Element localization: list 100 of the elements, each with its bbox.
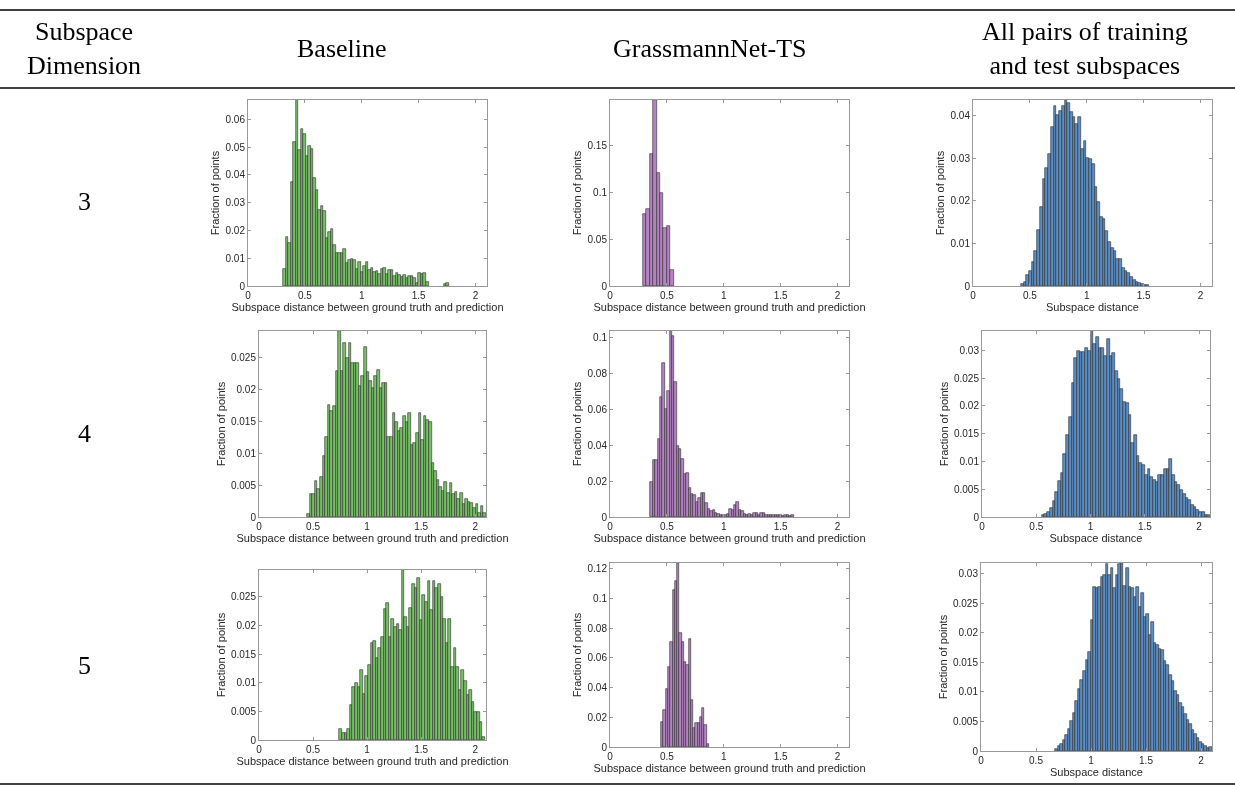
- y-tick-label: 0.025: [230, 352, 257, 364]
- y-tick-label: 0.1: [593, 187, 608, 199]
- y-tick-label: 0.01: [236, 447, 257, 459]
- x-tick-label: 1: [1084, 290, 1091, 301]
- x-tick-label: 2: [834, 751, 841, 762]
- x-axis-title: Subspace distance between ground truth and prediction: [593, 301, 866, 313]
- y-tick-label: 0: [964, 280, 971, 292]
- y-tick-label: 0.03: [225, 197, 246, 209]
- x-axis-title: Subspace distance between ground truth and prediction: [236, 532, 509, 544]
- x-tick-label: 1.5: [414, 744, 429, 755]
- x-tick-label: 1: [359, 290, 366, 301]
- y-tick-label: 0.01: [959, 455, 980, 467]
- y-tick-label: 0.01: [950, 237, 971, 249]
- y-tick-label: 0.03: [950, 152, 971, 164]
- y-tick-label: 0.02: [587, 711, 608, 723]
- y-tick-label: 0.005: [230, 479, 257, 491]
- x-axis-title: Subspace distance between ground truth and prediction: [593, 532, 866, 544]
- y-axis-title: Fraction of points: [214, 381, 227, 467]
- text: 5: [78, 651, 91, 680]
- y-tick-label: 0.02: [225, 224, 246, 236]
- x-axis-title: Subspace distance between ground truth and prediction: [593, 762, 866, 774]
- x-tick-label: 1: [1088, 755, 1095, 766]
- x-tick-label: 1.5: [1136, 290, 1152, 301]
- x-axis-title: Subspace distance: [1049, 532, 1143, 544]
- y-tick-label: 0.015: [230, 648, 257, 660]
- y-tick-label: 0.01: [958, 686, 979, 698]
- text: All pairs of training and test subspaces: [982, 17, 1188, 80]
- y-tick-label: 0.03: [959, 344, 980, 356]
- y-tick-label: 0.025: [952, 597, 979, 609]
- y-axis-title: Fraction of points: [214, 612, 227, 698]
- text: GrassmannNet-TS: [613, 34, 807, 63]
- x-tick-label: 1.5: [414, 521, 429, 532]
- x-tick-label: 2: [1197, 290, 1204, 301]
- y-tick-label: 0.04: [950, 109, 971, 121]
- y-axis-title: Fraction of points: [937, 381, 950, 467]
- y-tick-label: 0: [601, 280, 608, 292]
- y-tick-label: 0.01: [236, 677, 257, 689]
- x-tick-label: 2: [472, 521, 479, 532]
- x-tick-label: 1.5: [773, 290, 789, 301]
- y-axis-title: Fraction of points: [571, 612, 584, 698]
- y-tick-label: 0.02: [236, 384, 257, 396]
- y-tick-label: 0.08: [587, 622, 608, 634]
- y-tick-label: 0: [601, 511, 608, 523]
- y-tick-label: 0.02: [958, 627, 979, 639]
- y-tick-label: 0.005: [230, 705, 257, 717]
- y-tick-label: 0: [973, 511, 980, 523]
- x-tick-label: 1.5: [773, 751, 789, 762]
- y-tick-label: 0.02: [950, 195, 971, 207]
- x-tick-label: 1.5: [1137, 521, 1153, 532]
- x-tick-label: 2: [834, 290, 841, 301]
- y-tick-label: 0.005: [952, 715, 979, 727]
- x-tick-label: 2: [834, 521, 841, 532]
- y-tick-label: 0: [250, 511, 257, 523]
- y-tick-label: 0.015: [953, 428, 980, 440]
- x-tick-label: 0.5: [659, 521, 675, 532]
- text: 4: [78, 419, 91, 448]
- x-axis-title: Subspace distance between ground truth and prediction: [231, 301, 504, 313]
- y-tick-label: 0.1: [593, 593, 608, 605]
- y-tick-label: 0.02: [587, 475, 608, 487]
- y-tick-label: 0: [239, 280, 246, 292]
- y-tick-label: 0.06: [587, 403, 608, 415]
- x-tick-label: 1.5: [1139, 755, 1154, 766]
- y-axis-title: Fraction of points: [209, 150, 222, 236]
- x-tick-label: 1: [721, 290, 728, 301]
- y-tick-label: 0.02: [236, 620, 257, 632]
- x-axis-title: Subspace distance between ground truth and prediction: [236, 755, 509, 767]
- y-tick-label: 0.15: [587, 140, 608, 152]
- x-tick-label: 1: [364, 744, 371, 755]
- y-axis-title: Fraction of points: [571, 381, 584, 467]
- y-tick-label: 0.05: [225, 141, 246, 153]
- x-tick-label: 1.5: [411, 290, 427, 301]
- y-tick-label: 0.06: [587, 652, 608, 664]
- x-tick-label: 0.5: [659, 751, 675, 762]
- x-tick-label: 2: [1198, 755, 1205, 766]
- y-tick-label: 0.04: [225, 169, 246, 181]
- x-tick-label: 1: [1087, 521, 1094, 532]
- x-axis-title: Subspace distance: [1050, 766, 1143, 778]
- y-tick-label: 0: [250, 734, 257, 746]
- x-tick-label: 0.5: [1029, 521, 1044, 532]
- y-tick-label: 0.015: [230, 415, 257, 427]
- x-tick-label: 0.5: [1029, 755, 1044, 766]
- x-tick-label: 1: [721, 521, 728, 532]
- y-tick-label: 0.04: [587, 439, 608, 451]
- y-tick-label: 0.025: [953, 372, 980, 384]
- y-tick-label: 0.005: [953, 483, 980, 495]
- y-axis-title: Fraction of points: [571, 150, 584, 236]
- x-tick-label: 0.5: [306, 744, 321, 755]
- x-tick-label: 0.5: [306, 521, 321, 532]
- y-axis-title: Fraction of points: [936, 614, 949, 700]
- y-tick-label: 0.06: [225, 113, 246, 125]
- y-tick-label: 0.1: [593, 331, 608, 343]
- text: Baseline: [297, 34, 387, 63]
- x-tick-label: 2: [472, 290, 479, 301]
- x-tick-label: 2: [472, 744, 479, 755]
- y-tick-label: 0.12: [587, 563, 608, 575]
- y-axis-title: Fraction of points: [934, 150, 947, 236]
- x-tick-label: 1: [364, 521, 371, 532]
- x-tick-label: 1.5: [773, 521, 789, 532]
- text: Subspace Dimension: [27, 17, 142, 80]
- x-tick-label: 0.5: [1022, 290, 1038, 301]
